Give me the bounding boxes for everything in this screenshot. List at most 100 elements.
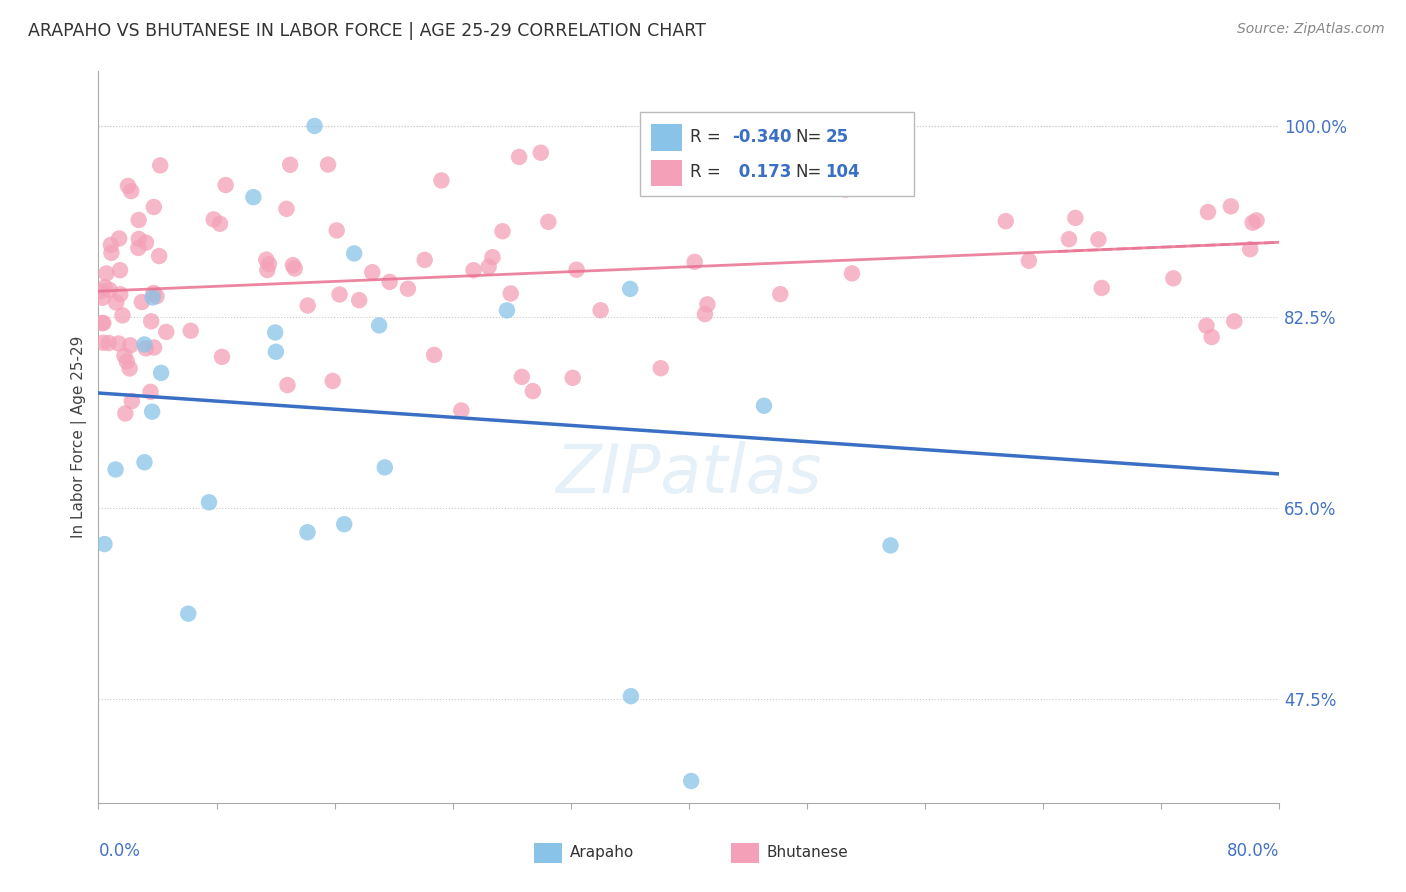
Point — [117, 178, 139, 193]
Point — [1195, 318, 1218, 333]
Point — [589, 303, 612, 318]
Point — [177, 607, 200, 621]
Point — [94, 280, 117, 294]
Point — [114, 407, 136, 421]
Text: R =: R = — [690, 163, 727, 181]
Point — [108, 231, 131, 245]
Point — [814, 153, 837, 167]
Point — [145, 289, 167, 303]
Point — [1091, 281, 1114, 295]
Point — [91, 291, 114, 305]
Point — [1239, 242, 1261, 256]
Point — [423, 348, 446, 362]
Point — [93, 316, 115, 330]
Point — [841, 267, 863, 281]
Point — [257, 257, 280, 271]
Point — [619, 282, 641, 296]
Point — [100, 245, 122, 260]
Point — [650, 361, 672, 376]
Point — [114, 349, 136, 363]
Text: 25: 25 — [825, 128, 848, 145]
Text: ARAPAHO VS BHUTANESE IN LABOR FORCE | AGE 25-29 CORRELATION CHART: ARAPAHO VS BHUTANESE IN LABOR FORCE | AG… — [28, 22, 706, 40]
Point — [208, 217, 231, 231]
Point — [1246, 213, 1268, 227]
Point — [202, 212, 225, 227]
Text: 80.0%: 80.0% — [1227, 842, 1279, 860]
Point — [128, 232, 150, 246]
Point — [276, 202, 298, 216]
Point — [139, 384, 162, 399]
Point — [994, 214, 1017, 228]
Point — [561, 371, 583, 385]
Point — [752, 399, 775, 413]
Point — [491, 224, 513, 238]
Point — [284, 261, 307, 276]
Point — [97, 336, 120, 351]
Point — [1223, 314, 1246, 328]
Text: R =: R = — [690, 128, 727, 145]
Point — [105, 295, 128, 310]
Point — [620, 689, 643, 703]
Text: N=: N= — [796, 128, 823, 145]
Point — [565, 262, 588, 277]
Point — [131, 295, 153, 310]
Point — [1241, 216, 1264, 230]
Point — [499, 286, 522, 301]
Point — [508, 150, 530, 164]
Point — [142, 285, 165, 300]
Point — [104, 462, 127, 476]
Point — [522, 384, 544, 398]
Point — [779, 119, 801, 133]
Point — [1163, 271, 1185, 285]
Point — [430, 173, 453, 187]
Point — [111, 309, 134, 323]
Point — [91, 335, 114, 350]
Point — [215, 178, 238, 192]
Point — [142, 290, 165, 304]
Point — [120, 338, 142, 352]
Point — [1201, 330, 1223, 344]
Point — [1219, 199, 1241, 213]
Point — [276, 378, 298, 392]
Point — [304, 119, 326, 133]
Point — [343, 246, 366, 260]
Point — [180, 324, 202, 338]
Point — [254, 252, 277, 267]
Point — [128, 213, 150, 227]
Point — [90, 284, 112, 298]
Text: Source: ZipAtlas.com: Source: ZipAtlas.com — [1237, 22, 1385, 37]
Point — [96, 267, 118, 281]
Point — [108, 263, 131, 277]
Point — [681, 774, 703, 789]
Point — [325, 223, 347, 237]
Point — [316, 157, 339, 171]
Point — [322, 374, 344, 388]
Point — [148, 249, 170, 263]
Point — [769, 287, 792, 301]
Point — [118, 361, 141, 376]
Point — [834, 183, 856, 197]
Point — [100, 238, 122, 252]
Point — [450, 403, 472, 417]
Point — [510, 369, 533, 384]
Point — [496, 303, 519, 318]
Point — [278, 158, 301, 172]
Point — [478, 260, 501, 274]
Point — [115, 354, 138, 368]
Point — [879, 538, 901, 552]
Y-axis label: In Labor Force | Age 25-29: In Labor Force | Age 25-29 — [72, 336, 87, 538]
Point — [141, 314, 163, 328]
Point — [121, 394, 143, 409]
Point — [264, 326, 287, 340]
Point — [135, 235, 157, 250]
Point — [256, 263, 278, 277]
Point — [264, 344, 287, 359]
Point — [696, 297, 718, 311]
Point — [413, 252, 436, 267]
Point — [155, 325, 177, 339]
Text: N=: N= — [796, 163, 823, 181]
Point — [537, 215, 560, 229]
Point — [361, 265, 384, 279]
Point — [530, 145, 553, 160]
Point — [297, 298, 319, 312]
